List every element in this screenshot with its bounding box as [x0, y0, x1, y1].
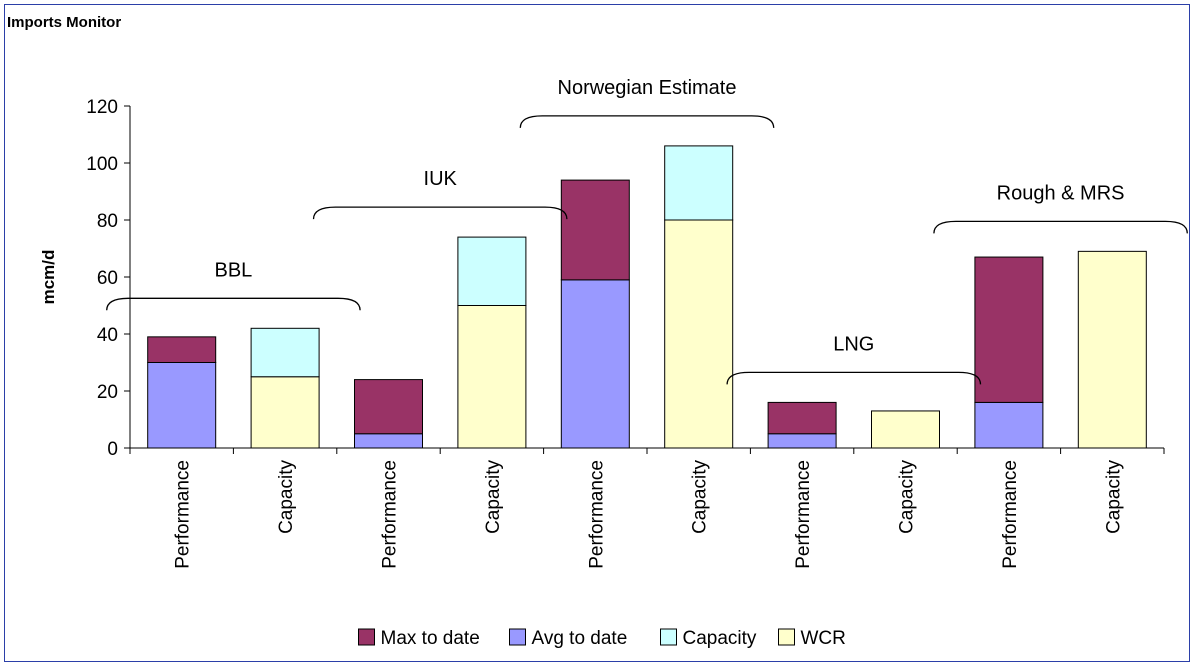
group-brace	[106, 297, 361, 311]
bar-segment	[354, 379, 423, 435]
group-label: LNG	[833, 333, 874, 355]
bar-segment	[250, 327, 320, 378]
legend-swatch	[509, 628, 526, 646]
bar-segment	[871, 410, 940, 449]
legend-swatch	[358, 628, 375, 646]
group-label: BBL	[214, 259, 252, 281]
x-tick-label: Performance	[380, 460, 401, 569]
bar-segment	[457, 236, 527, 307]
y-tick-label: 100	[86, 154, 118, 175]
bar-segment	[147, 336, 217, 364]
bar-segment	[767, 401, 837, 435]
x-tick-label: Capacity	[897, 460, 918, 534]
group-label: Norwegian Estimate	[558, 77, 737, 99]
bar-segment	[1077, 250, 1147, 449]
chart-legend: Max to date Avg to date Capacity WCR	[358, 628, 846, 649]
y-tick-label: 80	[97, 211, 118, 232]
y-tick-label: 20	[97, 382, 118, 403]
legend-label: Capacity	[683, 628, 757, 649]
x-tick-label: Performance	[586, 460, 607, 569]
x-tick-label: Performance	[173, 460, 194, 569]
y-tick-label: 0	[107, 439, 118, 460]
y-tick-label: 120	[86, 97, 118, 118]
legend-label: Avg to date	[532, 628, 628, 649]
bar-segment	[974, 256, 1044, 403]
bar-segment	[664, 219, 734, 449]
y-tick-label: 60	[97, 268, 118, 289]
x-tick-label: Capacity	[690, 460, 711, 534]
bar-segment	[457, 305, 527, 449]
legend-label: WCR	[801, 628, 846, 649]
bar-segment	[250, 376, 320, 449]
legend-swatch	[660, 628, 677, 646]
bar-segment	[767, 433, 837, 449]
bar-segment	[560, 179, 630, 281]
x-tick-label: Capacity	[483, 460, 504, 534]
group-brace	[933, 220, 1188, 234]
x-tick-label: Performance	[793, 460, 814, 569]
bar-segment	[147, 362, 217, 449]
x-tick-label: Performance	[1000, 460, 1021, 569]
page-title: Imports Monitor	[7, 14, 122, 31]
legend-label: Max to date	[381, 628, 480, 649]
bar-segment	[560, 279, 630, 449]
group-brace	[312, 206, 568, 220]
bar-segment	[354, 433, 423, 449]
y-tick-label: 40	[97, 325, 118, 346]
chart-bars	[147, 145, 1147, 449]
bar-segment	[664, 145, 734, 221]
x-tick-label: Capacity	[1103, 460, 1124, 534]
group-brace	[726, 371, 982, 385]
x-tick-label: Capacity	[276, 460, 297, 534]
chart-groups: BBL IUK Norwegian Estimate LNG Rough & MRS	[106, 77, 1188, 385]
group-label: IUK	[424, 168, 458, 190]
bar-segment	[974, 401, 1044, 449]
legend-swatch	[778, 628, 795, 646]
group-label: Rough & MRS	[997, 182, 1125, 204]
y-axis-label: mcm/d	[39, 250, 58, 305]
group-brace	[519, 115, 775, 128]
